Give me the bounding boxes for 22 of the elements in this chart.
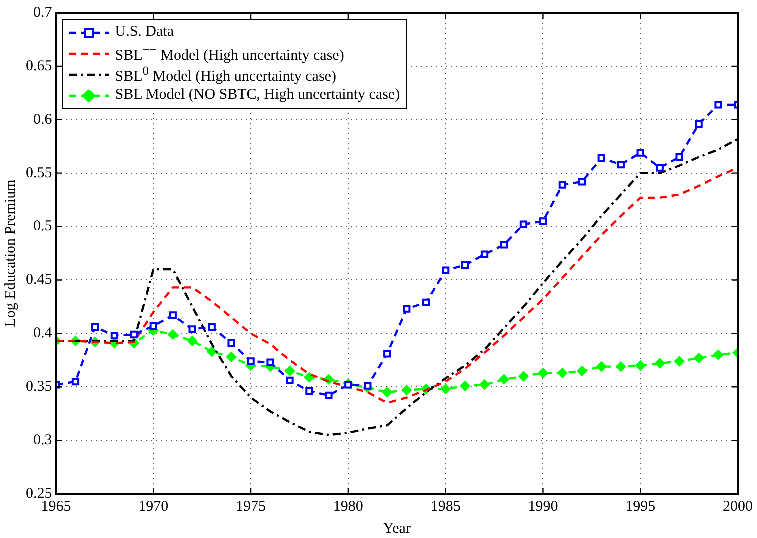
x-tick-label: 1995 (626, 498, 656, 515)
x-axis-title: Year (383, 520, 411, 537)
y-tick-label: 0.35 (26, 379, 52, 396)
y-tick-label: 0.6 (34, 112, 53, 128)
x-tick-label: 1990 (528, 498, 558, 515)
y-tick-label: 0.45 (26, 272, 52, 288)
y-tick-label: 0.5 (34, 218, 52, 235)
y-tick-label: 0.4 (34, 326, 53, 342)
legend-label: U.S. Data (115, 24, 174, 41)
y-tick-label: 0.7 (34, 4, 53, 21)
y-tick-label: 0.3 (34, 432, 52, 448)
x-tick-label: 1980 (333, 498, 364, 515)
legend-label: SBL$^{−−}$ Model (High uncertainty case) (115, 42, 344, 64)
y-tick-label: 0.65 (26, 58, 52, 74)
x-tick-label: 1985 (430, 498, 461, 515)
y-tick-label: 0.55 (26, 165, 52, 182)
legend-label: SBL Model (NO SBTC, High uncertainty case) (115, 87, 400, 104)
legend-label: SBL$^{0}$ Model (High uncertainty case) (115, 64, 336, 86)
x-tick-label: 2000 (723, 498, 753, 515)
y-axis-title: Log Education Premium (2, 179, 19, 328)
x-tick-label: 1975 (236, 498, 266, 515)
x-tick-label: 1970 (138, 498, 169, 515)
